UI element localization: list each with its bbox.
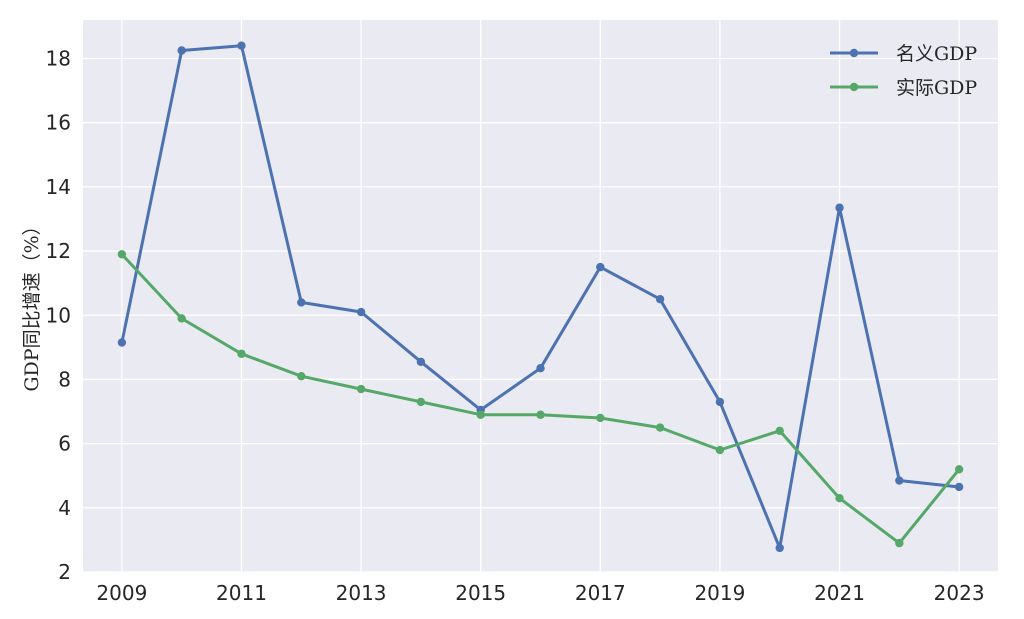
data-point: [476, 410, 485, 419]
series-lines: [117, 41, 964, 553]
data-point: [177, 314, 186, 323]
y-tick-label: 4: [58, 496, 71, 520]
x-tick-label: 2009: [96, 581, 147, 605]
y-tick-label: 14: [46, 175, 71, 199]
y-tick-label: 6: [58, 432, 71, 456]
legend-marker: [849, 48, 859, 58]
data-point: [237, 41, 246, 50]
y-axis-label: GDP同比增速（%）: [21, 216, 43, 391]
legend: 名义GDP 实际GDP: [830, 43, 977, 99]
data-point: [715, 397, 725, 407]
data-point: [177, 46, 186, 55]
data-point: [596, 262, 605, 272]
data-point: [954, 465, 964, 474]
data-point: [655, 295, 665, 304]
y-tick-label: 18: [46, 47, 71, 71]
data-point: [356, 307, 366, 317]
gridlines: [83, 20, 998, 573]
y-axis-ticks: 2 4 6 8 10 12 14 16 18: [46, 47, 71, 584]
x-tick-label: 2021: [814, 581, 865, 605]
y-tick-label: 12: [46, 239, 71, 263]
data-point: [536, 364, 545, 373]
data-point: [895, 538, 904, 548]
y-tick-label: 2: [58, 560, 71, 584]
x-axis-ticks: 2009 2011 2013 2015 2017 2019 2021 2023: [96, 581, 984, 605]
legend-marker: [849, 82, 859, 92]
data-point: [954, 482, 964, 492]
data-point: [117, 250, 127, 259]
plot-area: [83, 20, 998, 572]
legend-label: 实际GDP: [896, 77, 977, 99]
data-point: [715, 445, 725, 455]
x-tick-label: 2015: [455, 581, 506, 605]
data-point: [835, 493, 844, 503]
data-point: [536, 410, 545, 419]
y-tick-label: 10: [46, 303, 71, 327]
data-point: [596, 413, 605, 423]
data-point: [297, 298, 306, 307]
x-tick-label: 2023: [934, 581, 985, 605]
data-point: [416, 357, 426, 366]
data-point: [237, 349, 246, 358]
x-tick-label: 2019: [694, 581, 745, 605]
data-point: [895, 476, 904, 485]
y-tick-label: 8: [58, 367, 71, 391]
x-tick-label: 2011: [216, 581, 267, 605]
legend-label: 名义GDP: [896, 43, 977, 65]
data-point: [655, 423, 665, 432]
data-point: [835, 203, 844, 212]
data-point: [297, 372, 306, 381]
data-point: [117, 338, 127, 347]
x-tick-label: 2017: [575, 581, 626, 605]
data-point: [775, 426, 784, 435]
data-point: [416, 397, 426, 407]
data-point: [775, 543, 784, 553]
data-point: [356, 384, 366, 394]
y-tick-label: 16: [46, 111, 71, 135]
x-tick-label: 2013: [336, 581, 387, 605]
